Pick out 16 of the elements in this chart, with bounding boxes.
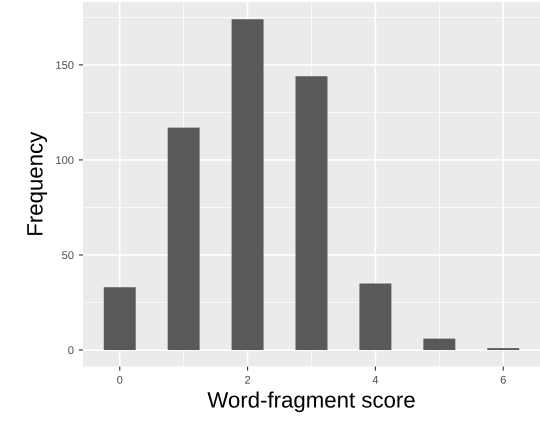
x-tick-label: 4 bbox=[372, 376, 378, 384]
y-axis-title: Frequency bbox=[27, 132, 48, 235]
bar bbox=[168, 128, 200, 350]
y-tick-label: 0 bbox=[68, 346, 74, 354]
x-tick-label: 6 bbox=[500, 376, 506, 384]
bar bbox=[296, 76, 328, 350]
bar bbox=[232, 19, 264, 350]
bar bbox=[423, 338, 456, 350]
x-tick-label: 0 bbox=[117, 376, 122, 384]
y-tick-label: 50 bbox=[62, 251, 74, 260]
bar bbox=[104, 287, 136, 350]
y-tick-label: 100 bbox=[56, 156, 74, 164]
bar bbox=[359, 283, 392, 350]
y-tick-label: 150 bbox=[56, 61, 74, 70]
x-tick-label: 2 bbox=[245, 376, 250, 384]
x-axis-title: Word-fragment score bbox=[207, 391, 415, 412]
